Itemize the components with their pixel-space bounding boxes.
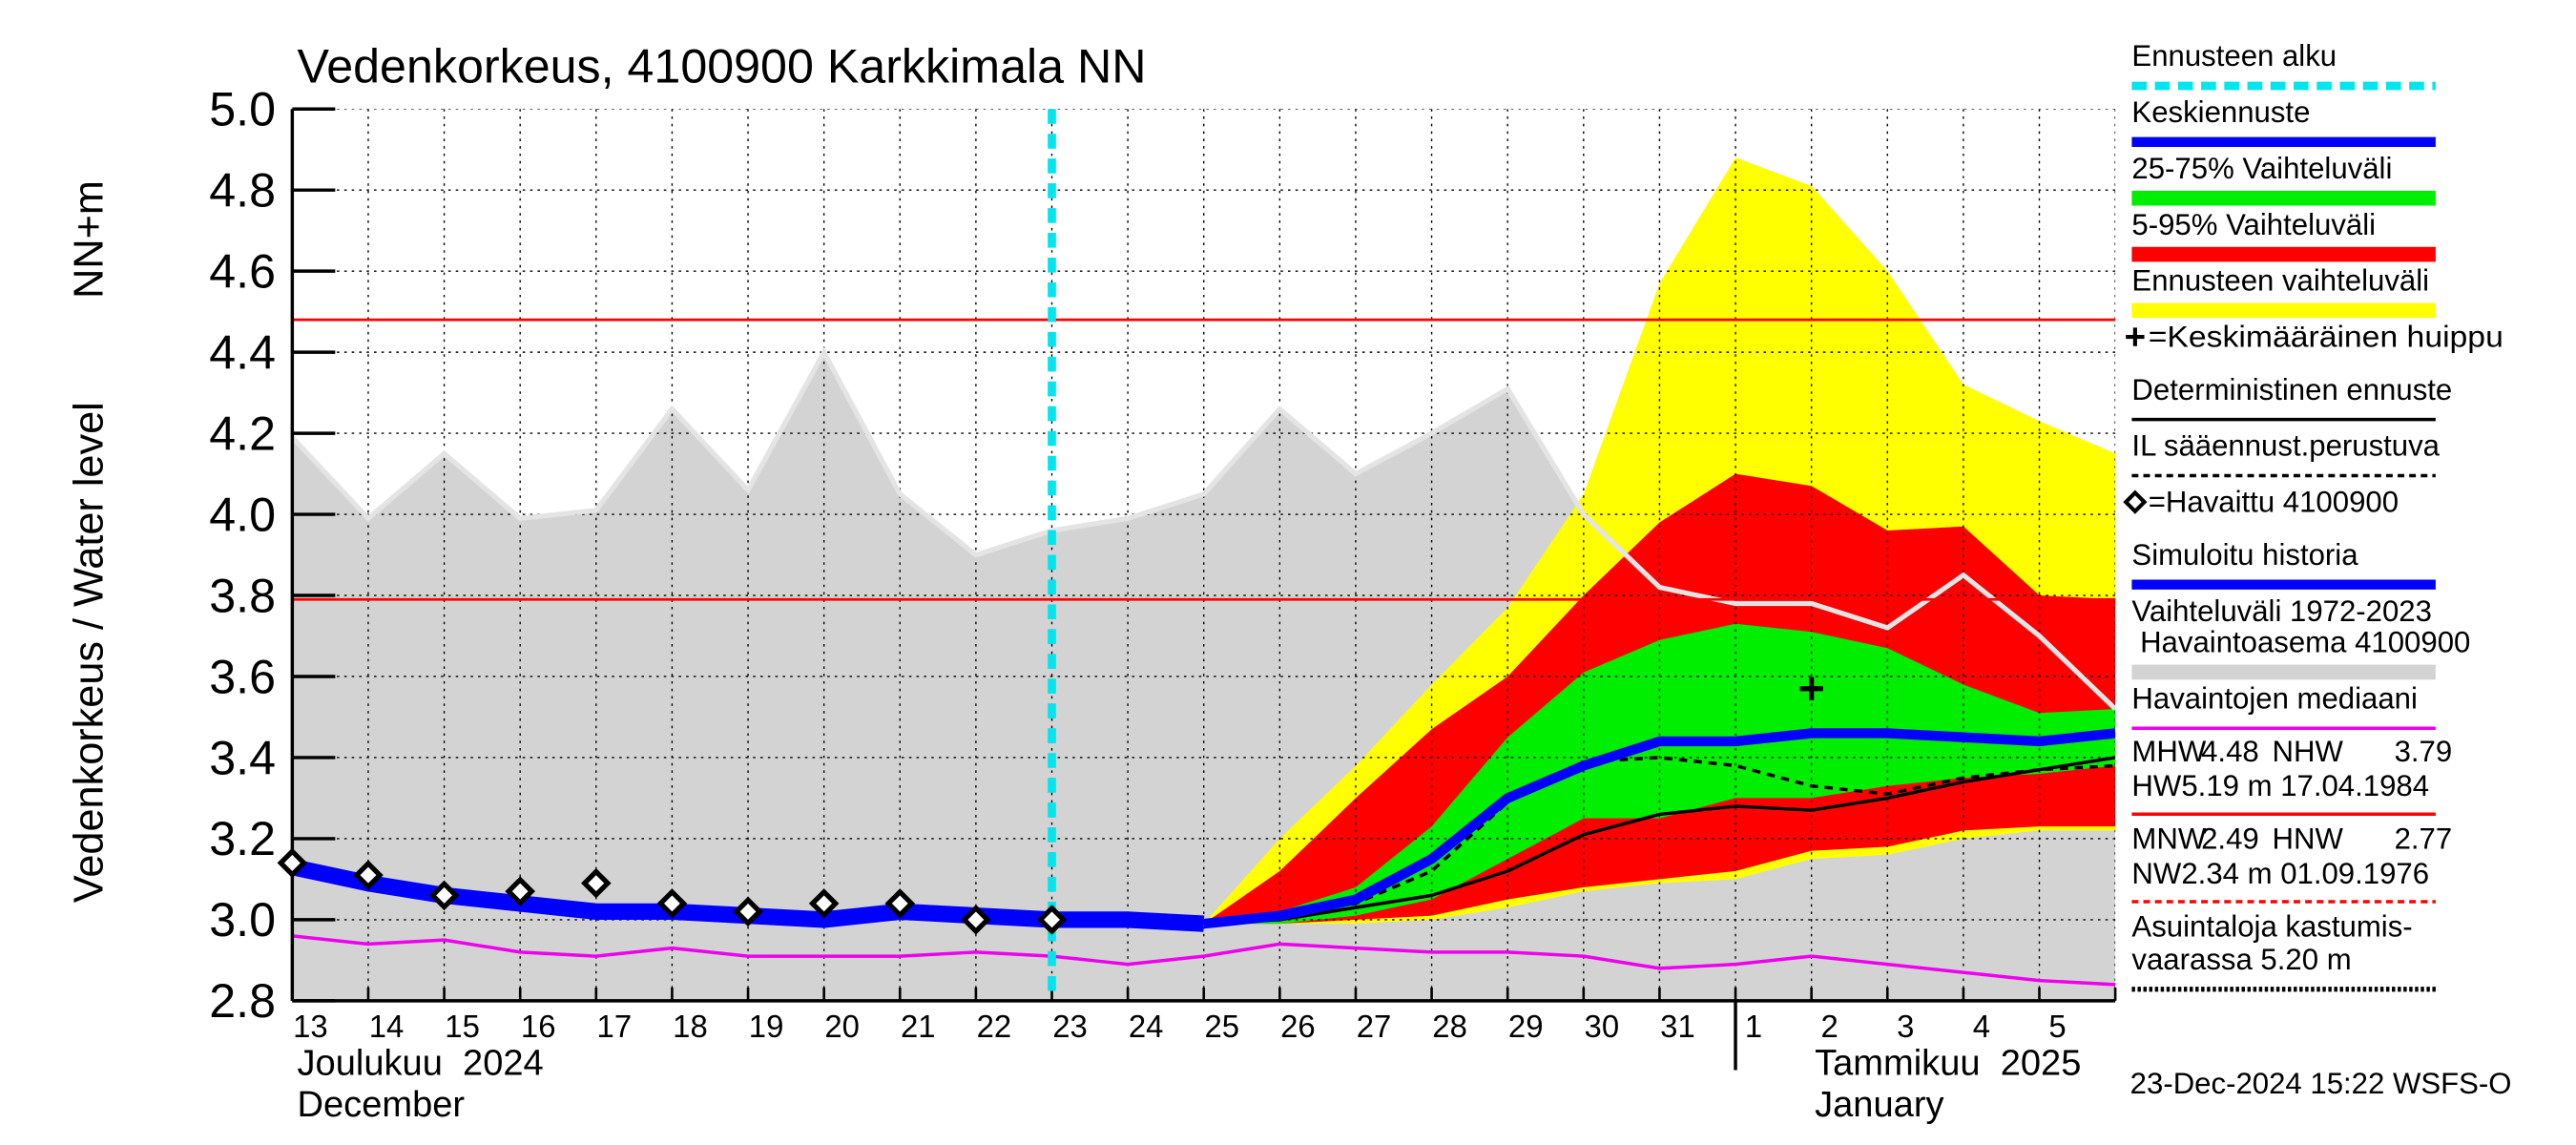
y-tick-label: 4.6 (209, 244, 276, 298)
x-tick-label: 28 (1432, 1009, 1467, 1044)
y-tick-label: 3.0 (209, 893, 276, 947)
month-label: Tammikuu 2025 (1815, 1044, 2081, 1084)
x-tick-label: 30 (1585, 1009, 1620, 1044)
stat-label: NHW (2273, 735, 2344, 768)
chart-title: Vedenkorkeus, 4100900 Karkkimala NN (298, 40, 1147, 94)
legend-label: =Havaittu 4100900 (2149, 486, 2399, 519)
legend-label: 5-95% Vaihteluväli (2131, 208, 2376, 241)
stat-label: NW (2131, 857, 2181, 890)
diamond-marker (1036, 905, 1068, 935)
stat-label: HNW (2273, 822, 2344, 856)
y-tick-label: 4.8 (209, 164, 276, 218)
x-tick-label: 3 (1897, 1009, 1914, 1044)
y-tick-label: 3.8 (209, 569, 276, 622)
series-line (292, 934, 2116, 987)
month-label: Joulukuu 2024 (298, 1044, 544, 1084)
y-axis-unit: NN+m (66, 180, 112, 299)
x-tick-label: 1 (1745, 1009, 1762, 1044)
y-tick-label: 4.2 (209, 406, 276, 460)
legend-label: Keskiennuste (2131, 95, 2310, 129)
series-line (1203, 728, 2116, 929)
x-tick-label: 13 (293, 1009, 328, 1044)
legend-label: Vaihteluväli 1972-2023 (2131, 594, 2432, 628)
x-tick-label: 18 (673, 1009, 708, 1044)
month-sublabel: December (298, 1085, 466, 1125)
diamond-marker (733, 896, 763, 927)
x-tick-label: 20 (824, 1009, 860, 1044)
y-tick-label: 3.4 (209, 731, 276, 784)
stat-extreme: 5.19 m 17.04.1984 (2181, 769, 2429, 802)
axes: 2.83.03.23.43.63.84.04.24.44.64.85.013 14… (209, 83, 2117, 1125)
plus-marker (2126, 327, 2145, 346)
range-edge (292, 346, 2116, 711)
diamond-marker (656, 888, 688, 919)
plot-area (292, 109, 2116, 1001)
legend-note: Havaintoasema 4100900 (2131, 626, 2470, 659)
x-tick-label: 2 (1821, 1009, 1839, 1044)
stat-label: MHW (2131, 735, 2206, 768)
x-tick-label: 15 (445, 1009, 480, 1044)
legend-label: 25-75% Vaihteluväli (2131, 152, 2392, 185)
x-tick-label: 25 (1204, 1009, 1239, 1044)
legend-label: IL sääennust.perustuva (2131, 429, 2440, 463)
legend-label: Havaintojen mediaani (2131, 682, 2418, 716)
y-tick-label: 3.2 (209, 812, 276, 865)
x-tick-label: 29 (1508, 1009, 1544, 1044)
x-tick-label: 19 (749, 1009, 784, 1044)
diamond-marker (581, 867, 612, 899)
x-tick-label: 16 (521, 1009, 556, 1044)
diamond-marker (2123, 489, 2148, 514)
y-tick-label: 4.0 (209, 488, 276, 541)
stat-value: 2.77 (2395, 822, 2453, 856)
x-tick-label: 17 (597, 1009, 633, 1044)
diamond-marker (884, 888, 916, 919)
series-line (1203, 756, 2116, 926)
stat-extreme: 2.34 m 01.09.1976 (2181, 857, 2429, 890)
flood-label: vaarassa 5.20 m (2131, 943, 2351, 976)
x-tick-label: 31 (1660, 1009, 1695, 1044)
x-tick-label: 5 (2048, 1009, 2066, 1044)
y-tick-label: 2.8 (209, 974, 276, 1028)
plus-marker (1799, 677, 1823, 700)
legend-label: Simuloitu historia (2131, 538, 2358, 572)
x-tick-label: 24 (1129, 1009, 1164, 1044)
y-tick-label: 5.0 (209, 83, 276, 136)
stat-value: 2.49 (2201, 822, 2259, 856)
flood-label: Asuintaloja kastumis- (2131, 909, 2412, 943)
legend-label: Deterministinen ennuste (2131, 373, 2452, 406)
stat-label: HW (2131, 769, 2181, 802)
diamond-marker (428, 880, 460, 911)
x-tick-label: 14 (369, 1009, 405, 1044)
y-axis-label: Vedenkorkeus / Water level (66, 402, 112, 903)
x-tick-label: 22 (977, 1009, 1012, 1044)
diamond-marker (353, 860, 384, 890)
diamond-marker (961, 905, 991, 935)
band-area (1203, 623, 2116, 925)
stat-label: MNW (2131, 822, 2206, 856)
legend-label: Ennusteen alku (2131, 39, 2337, 73)
x-tick-label: 4 (1973, 1009, 1990, 1044)
y-tick-label: 3.6 (209, 650, 276, 703)
month-sublabel: January (1815, 1085, 1943, 1125)
diamond-marker (277, 847, 308, 879)
legend-label: Ennusteen vaihteluväli (2131, 264, 2429, 298)
y-tick-label: 4.4 (209, 325, 276, 379)
diamond-marker (505, 876, 535, 906)
legend-label: =Keskimääräinen huippu (2149, 320, 2503, 353)
x-tick-label: 23 (1052, 1009, 1088, 1044)
diamond-marker (808, 888, 840, 919)
stat-value: 3.79 (2395, 735, 2453, 768)
x-tick-label: 27 (1357, 1009, 1392, 1044)
timestamp: 23-Dec-2024 15:22 WSFS-O (2130, 1067, 2512, 1100)
x-tick-label: 21 (901, 1009, 936, 1044)
legend: Ennusteen alku Keskiennuste 25-75% Vaihtel… (2123, 39, 2503, 992)
x-tick-label: 26 (1280, 1009, 1316, 1044)
stat-value: 4.48 (2201, 735, 2259, 768)
